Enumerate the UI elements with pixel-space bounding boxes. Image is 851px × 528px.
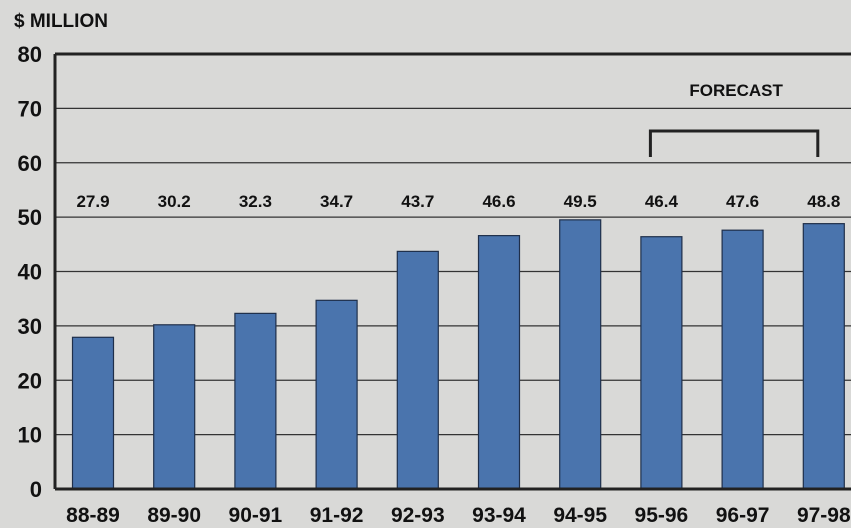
bar-90-91: [234, 312, 277, 490]
x-tick-label: 89-90: [147, 504, 201, 527]
bar-93-94: [477, 235, 521, 490]
x-tick-label: 96-97: [716, 504, 770, 527]
bar-88-89: [71, 336, 115, 490]
y-tick-label: 20: [18, 368, 42, 393]
bars: [71, 219, 845, 490]
x-tick-label: 92-93: [391, 504, 445, 527]
forecast-bracket: [648, 129, 820, 157]
bar-95-96: [640, 236, 683, 490]
x-tick-label: 93-94: [472, 504, 526, 527]
data-label: 27.9: [76, 192, 109, 211]
unit-label: $ MILLION: [14, 11, 108, 32]
data-labels: 27.9 30.2 32.3 34.7 43.7 46.6 49.5 46.4 47.6 48.8: [76, 192, 840, 211]
bar-92-93: [396, 250, 439, 490]
bar-97-98: [802, 223, 845, 490]
y-tick-label: 50: [18, 205, 42, 230]
y-tick-label: 60: [18, 151, 42, 176]
y-axis-ticks: 0 10 20 30 40 50 60 70 80: [18, 42, 42, 502]
bar-91-92: [315, 299, 358, 490]
data-label: 32.3: [239, 192, 272, 211]
x-tick-label: 91-92: [310, 504, 364, 527]
x-tick-label: 95-96: [635, 504, 689, 527]
y-tick-label: 80: [18, 42, 42, 67]
data-label: 47.6: [726, 192, 759, 211]
data-label: 46.6: [482, 192, 515, 211]
forecast-annotation: FORECAST: [648, 81, 820, 157]
x-tick-label: 94-95: [553, 504, 607, 527]
bar-96-97: [721, 229, 764, 490]
x-axis-ticks: 88-89 89-90 90-91 91-92 92-93 93-94 94-95 95-96…: [66, 504, 851, 527]
y-tick-label: 40: [18, 260, 42, 285]
x-tick-label: 88-89: [66, 504, 120, 527]
forecast-label: FORECAST: [689, 81, 783, 100]
data-label: 30.2: [158, 192, 191, 211]
y-tick-label: 70: [18, 96, 42, 121]
bar-94-95: [559, 219, 602, 490]
y-tick-label: 0: [30, 477, 42, 502]
data-label: 48.8: [807, 192, 840, 211]
data-label: 43.7: [401, 192, 434, 211]
data-label: 46.4: [645, 192, 679, 211]
y-tick-label: 10: [18, 423, 42, 448]
data-label: 49.5: [564, 192, 597, 211]
y-tick-label: 30: [18, 314, 42, 339]
bar-89-90: [153, 324, 196, 490]
x-tick-label: 97-98: [797, 504, 851, 527]
x-tick-label: 90-91: [229, 504, 283, 527]
axes: [53, 52, 851, 491]
data-label: 34.7: [320, 192, 353, 211]
